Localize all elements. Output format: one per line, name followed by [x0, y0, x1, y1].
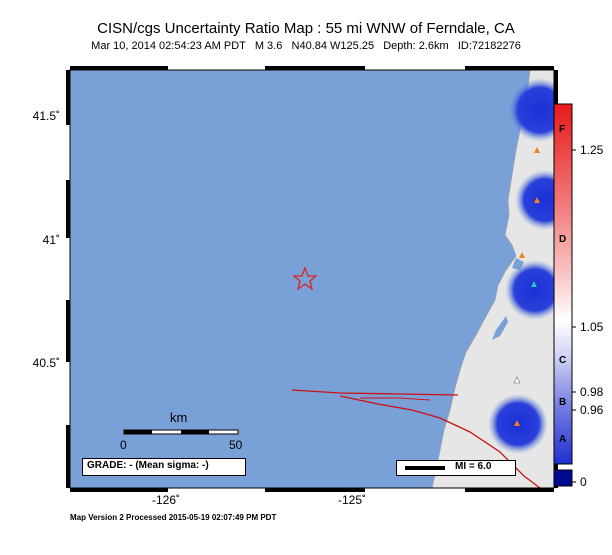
map-title: CISN/cgs Uncertainty Ratio Map : 55 mi W…: [97, 20, 515, 37]
station-marker: [531, 281, 537, 287]
fault-line: [360, 397, 431, 401]
frame-segment: [66, 300, 70, 362]
colorbar-tick-label: 0: [580, 475, 587, 489]
map-subtitle: Mar 10, 2014 02:54:23 AM PDT M 3.6 N40.8…: [91, 40, 521, 52]
mi-legend-box: MI = 6.0: [396, 460, 516, 476]
grade-letter: F: [559, 124, 566, 135]
frame-segment: [465, 66, 554, 70]
colorbar-tick-label: 1.25: [580, 143, 604, 157]
grade-letter: C: [559, 355, 567, 366]
colorbar-ticks: [572, 149, 576, 483]
colorbar-tick-label: 1.05: [580, 320, 604, 334]
mi-legend-line: [405, 466, 445, 470]
coastline-land: [431, 70, 554, 488]
y-tick-label: 40.5˚: [32, 356, 60, 370]
frame-segment: [66, 180, 70, 238]
frame-segment: [265, 66, 365, 70]
scale-start: 0: [120, 438, 127, 452]
station-marker: [534, 147, 540, 153]
frame-segment: [70, 488, 168, 492]
frame-segment: [70, 66, 168, 70]
mi-legend-label: MI = 6.0: [455, 461, 492, 472]
scale-end: 50: [229, 438, 243, 452]
uncertainty-zone: [505, 260, 554, 320]
epicenter-star: [292, 266, 318, 291]
uncertainty-zone: [508, 78, 554, 142]
colorbar-min-swatch: [553, 469, 573, 487]
colorbar: [553, 103, 573, 465]
fault-line: [339, 395, 541, 488]
station-marker: [519, 252, 525, 258]
x-tick-label: -126˚: [151, 493, 180, 507]
frame-segment: [66, 425, 70, 488]
colorbar-tick-label: 0.98: [580, 385, 604, 399]
station-marker: [534, 197, 540, 203]
y-tick-label: 41˚: [42, 233, 60, 247]
fault-line: [291, 389, 459, 396]
bay: [492, 316, 508, 340]
colorbar-tick-label: 0.96: [580, 403, 604, 417]
frame-segment: [465, 488, 554, 492]
map-footer: Map Version 2 Processed 2015-05-19 02:07…: [70, 513, 277, 522]
frame-segment: [265, 488, 365, 492]
station-marker: [514, 420, 520, 426]
scale-bar: [123, 429, 239, 435]
station-marker: [513, 376, 521, 384]
grade-letter: B: [559, 397, 567, 408]
frame-segment: [66, 70, 70, 125]
y-tick-label: 41.5˚: [32, 109, 60, 123]
grade-box: GRADE: - (Mean sigma: -): [82, 458, 246, 476]
grade-letter: D: [559, 234, 567, 245]
grade-letter: A: [559, 434, 567, 445]
frame-segment: [554, 70, 558, 125]
scale-unit: km: [170, 410, 188, 425]
x-tick-label: -125˚: [337, 493, 366, 507]
uncertainty-zone: [515, 170, 554, 230]
